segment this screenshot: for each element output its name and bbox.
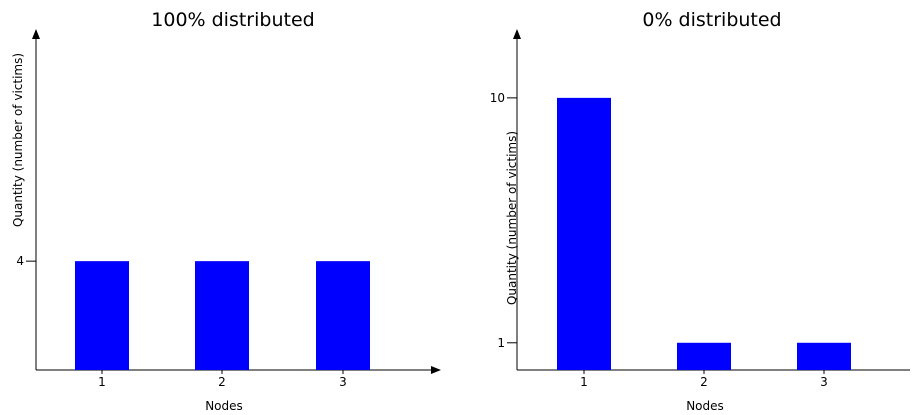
chart-left-bar-2 (195, 261, 249, 370)
chart-left-y-tick-label-4: 4 (16, 254, 24, 268)
chart-right-y-label: Quantity (number of victims) (505, 131, 519, 305)
chart-right-x-tick-label-2: 2 (700, 375, 708, 389)
chart-right-title: 0% distributed (642, 9, 781, 31)
chart-right-bar-2 (677, 342, 731, 370)
chart-right-x-label: Nodes (686, 399, 724, 413)
chart-left-title: 100% distributed (151, 9, 314, 31)
chart-left-y-axis-arrow (32, 29, 40, 39)
chart-left-x-tick-label-2: 2 (218, 375, 226, 389)
chart-left-x-tick-label-1: 1 (98, 375, 106, 389)
chart-right: 0% distributed 1 2 3 1 10 Nodes Quantity (nu… (490, 9, 910, 413)
chart-left-ticks: 1 2 3 4 (16, 254, 346, 389)
chart-right-ticks: 1 2 3 1 10 (490, 91, 828, 389)
chart-left-x-axis-arrow (431, 366, 441, 374)
chart-left-bar-1 (75, 261, 129, 370)
chart-left-x-label: Nodes (205, 399, 243, 413)
chart-left-x-tick-label-3: 3 (339, 375, 347, 389)
chart-left-bar-3 (316, 261, 370, 370)
chart-right-y-axis-arrow (513, 29, 521, 39)
chart-left-y-label: Quantity (number of victims) (11, 53, 25, 227)
chart-right-bar-1 (557, 97, 611, 371)
chart-right-x-tick-label-1: 1 (580, 375, 588, 389)
chart-right-bar-3 (797, 342, 851, 370)
chart-left: 100% distributed 1 2 3 4 Nodes Quantity (nu… (11, 9, 441, 413)
chart-right-y-tick-label-1: 1 (497, 336, 505, 350)
chart-right-x-tick-label-3: 3 (820, 375, 828, 389)
chart-left-bars (75, 261, 370, 370)
chart-right-bars (557, 97, 851, 371)
chart-right-y-tick-label-10: 10 (490, 91, 505, 105)
